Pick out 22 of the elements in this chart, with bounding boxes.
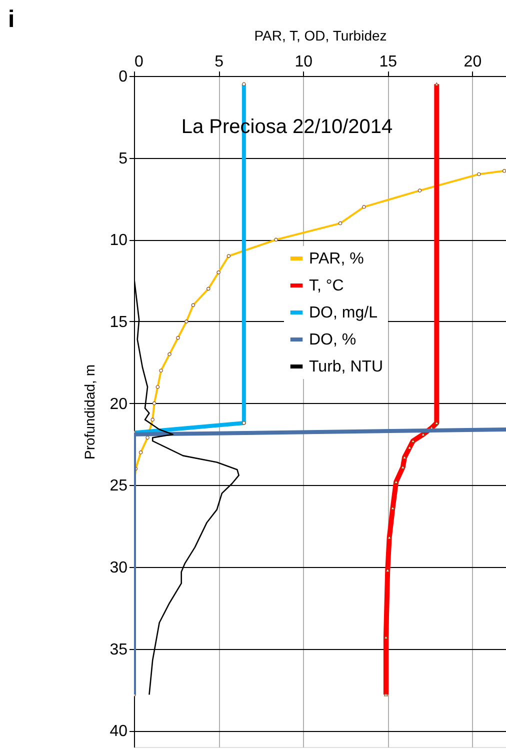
y-tick-label: 40 [110,723,128,740]
y-tick-label: 5 [118,150,128,168]
legend-label: DO, mg/L [309,304,378,322]
y-tick-label: 20 [110,396,128,413]
x-tick-label: 10 [294,54,313,70]
x-tick-label: 20 [464,54,482,70]
x-tick-label: 15 [379,54,398,70]
x-tick-label: 0 [134,54,144,70]
y-tick-label: 25 [110,478,128,495]
legend-label: T, °C [309,278,344,294]
y-tick-label: 15 [110,314,128,331]
y-tick-label: 35 [110,641,128,658]
y-tick-label: 10 [110,232,128,250]
y-tick-label: 0 [118,68,128,86]
x-tick-label: 5 [214,54,224,70]
y-axis-title: Profundidad, m [82,364,98,460]
legend-label: PAR, % [309,250,364,268]
legend-label: DO, % [309,332,356,348]
y-tick-label: 30 [110,559,128,576]
chart-title: i [8,6,15,33]
x-axis-title: PAR, T, OD, Turbidez [254,28,387,44]
legend-label: Turb, NTU [309,358,384,376]
